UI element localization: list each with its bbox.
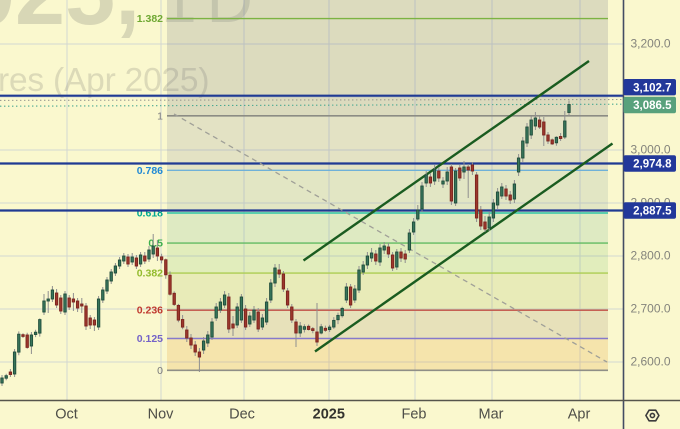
svg-text:3,000.0: 3,000.0 — [631, 142, 671, 156]
svg-text:2025: 2025 — [313, 407, 345, 423]
svg-text:3,086.5: 3,086.5 — [633, 100, 672, 112]
svg-text:Oct: Oct — [55, 407, 78, 423]
svg-text:0.786: 0.786 — [137, 165, 163, 177]
svg-text:0.125: 0.125 — [137, 333, 163, 345]
svg-text:0.382: 0.382 — [137, 268, 163, 280]
svg-text:3,200.0: 3,200.0 — [631, 36, 671, 50]
svg-text:1: 1 — [157, 110, 163, 122]
svg-text:Dec: Dec — [229, 407, 255, 423]
svg-text:0.236: 0.236 — [137, 305, 163, 317]
svg-text:2,700.0: 2,700.0 — [631, 301, 671, 315]
svg-text:Nov: Nov — [148, 407, 175, 423]
svg-text:Apr: Apr — [568, 407, 591, 423]
svg-text:025,: 025, — [0, 0, 140, 44]
svg-text:res (Apr 2025): res (Apr 2025) — [0, 62, 209, 99]
svg-text:2,887.5: 2,887.5 — [633, 206, 672, 218]
svg-text:Feb: Feb — [402, 407, 427, 423]
svg-text:Mar: Mar — [479, 407, 504, 423]
svg-text:0: 0 — [157, 365, 163, 377]
svg-text:2,974.8: 2,974.8 — [633, 159, 672, 171]
svg-text:1.382: 1.382 — [137, 13, 163, 25]
svg-text:2,600.0: 2,600.0 — [631, 354, 671, 368]
svg-text:2,800.0: 2,800.0 — [631, 248, 671, 262]
svg-text:0.618: 0.618 — [137, 208, 163, 220]
svg-text:3,102.7: 3,102.7 — [633, 82, 671, 94]
